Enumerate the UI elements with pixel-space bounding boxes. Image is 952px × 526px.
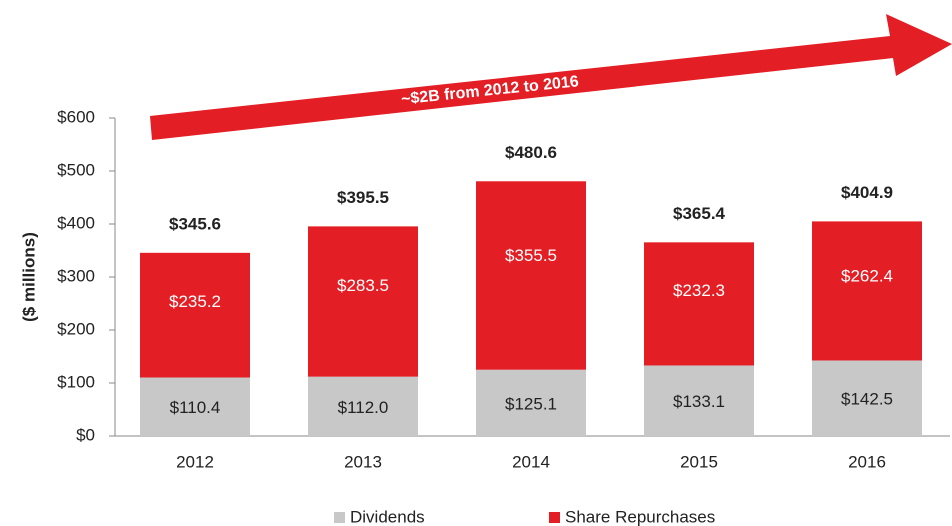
total-label: $345.6 [169,214,221,233]
x-tick-label: 2012 [176,452,214,471]
bar-segment [140,252,250,378]
value-label: $133.1 [673,392,725,411]
y-tick-label: $200 [57,319,95,338]
total-label: $365.4 [673,204,726,223]
bar-segment [140,377,250,436]
value-label: $112.0 [338,398,389,417]
total-label: $480.6 [505,143,557,162]
bar-segment [644,365,754,436]
legend-label: Dividends [350,507,425,526]
y-axis-label: ($ millions) [19,232,38,322]
value-label: $142.5 [841,390,893,409]
x-tick-label: 2016 [848,452,886,471]
y-tick-label: $500 [57,160,95,179]
legend-swatch [549,512,560,523]
value-label: $235.2 [169,292,221,311]
y-tick-label: $400 [57,213,95,232]
y-tick-label: $600 [57,107,95,126]
legend-label: Share Repurchases [565,507,715,526]
y-tick-label: $300 [57,266,95,285]
value-label: $283.5 [337,276,389,295]
value-label: $110.4 [170,398,221,417]
bar-segment [644,242,754,366]
y-tick-label: $100 [57,372,95,391]
growth-arrow [150,14,952,140]
x-tick-label: 2015 [680,452,718,471]
bar-segment [476,369,586,436]
value-label: $125.1 [505,394,557,413]
value-label: $232.3 [673,281,725,300]
y-tick-label: $0 [76,425,95,444]
x-tick-label: 2013 [344,452,382,471]
bar-segment [812,360,922,436]
total-label: $404.9 [841,183,893,202]
bar-segment [308,376,418,436]
x-tick-label: 2014 [512,452,550,471]
bar-segment [476,181,586,370]
annotation: ~$2B from 2012 to 2016 [400,73,579,108]
value-label: $355.5 [505,246,557,265]
value-label: $262.4 [841,267,893,286]
bar-segment [308,226,418,377]
legend-swatch [334,512,345,523]
bar-segment [812,221,922,361]
total-label: $395.5 [337,188,389,207]
